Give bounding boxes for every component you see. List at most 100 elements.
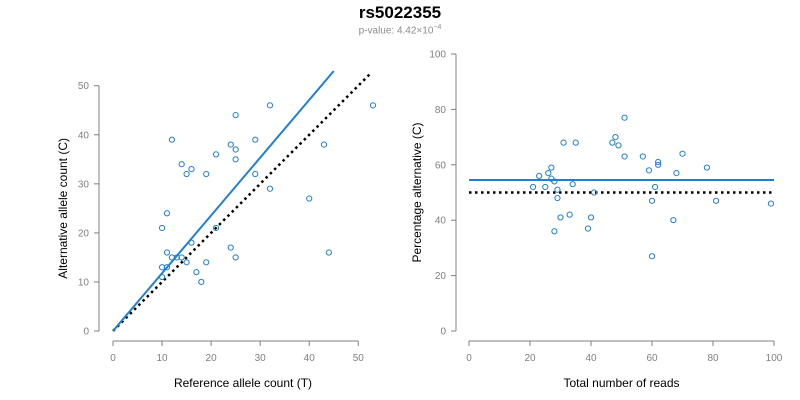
percentage-data-point <box>612 134 619 141</box>
allele-count-data-point <box>266 102 274 109</box>
allele-count-data-point <box>178 254 185 261</box>
percentage-data-point <box>542 183 549 191</box>
percentage-panel: 0 20 40 60 80 100 0 20 40 60 80 100 Total number of … <box>410 50 783 391</box>
percentage-x-tick-label: 40 <box>585 353 597 364</box>
percentage-y-tick-label: 20 <box>435 271 447 282</box>
allele-count-data-point <box>158 224 166 232</box>
percentage-data-point <box>590 189 598 196</box>
percentage-data-point <box>651 183 659 191</box>
percentage-y-tick-label: 100 <box>429 50 446 61</box>
allele-count-data-point <box>320 141 328 148</box>
allele-count-data-point <box>227 141 234 148</box>
allele-count-data-point <box>188 166 195 173</box>
percentage-data-point <box>584 225 592 232</box>
percentage-data-point <box>545 170 552 177</box>
allele-count-data-point <box>188 239 195 246</box>
percentage-data-point <box>621 153 628 160</box>
percentage-data-point <box>554 186 561 193</box>
allele-count-data-point <box>178 161 185 168</box>
allele-count-y-tick-label: 20 <box>78 228 90 239</box>
percentage-data-point <box>557 214 564 221</box>
allele-count-data-point <box>369 102 377 109</box>
percentage-y-tick-label: 40 <box>435 216 447 227</box>
allele-count-data-point <box>232 112 239 119</box>
allele-count-x-axis-label: Reference allele count (T) <box>174 376 312 390</box>
percentage-data-point <box>551 178 558 185</box>
allele-count-x-tick-label: 10 <box>156 353 168 364</box>
allele-count-data-point <box>325 249 332 256</box>
percentage-data-point <box>587 214 595 221</box>
percentage-data-point <box>679 150 686 157</box>
allele-count-data-point <box>203 259 210 266</box>
percentage-data-point <box>615 142 622 149</box>
allele-count-data-point <box>212 151 220 158</box>
allele-count-panel: 0 10 20 30 40 50 0 10 20 30 40 50 Reference allele c… <box>56 70 377 390</box>
percentage-data-point <box>609 139 616 146</box>
allele-count-x-tick-label: 50 <box>353 353 365 364</box>
percentage-x-tick-label: 60 <box>646 353 658 364</box>
percentage-data-point <box>639 153 646 160</box>
allele-count-data-point <box>212 224 220 232</box>
percentage-data-point <box>529 183 537 191</box>
percentage-x-tick-label: 0 <box>466 353 472 364</box>
percentage-data-point <box>560 139 567 146</box>
allele-count-x-tick-label: 40 <box>304 353 316 364</box>
percentage-data-point <box>572 139 579 146</box>
allele-count-data-point <box>163 264 171 271</box>
percentage-data-point <box>712 197 720 204</box>
allele-count-y-tick-label: 10 <box>78 277 90 288</box>
allele-count-data-point <box>306 195 313 202</box>
percentage-data-point <box>645 167 653 174</box>
allele-count-data-point <box>158 273 166 281</box>
allele-count-data-point <box>227 244 234 251</box>
allele-count-data-point <box>198 278 205 286</box>
chart-title: rs5022355 <box>358 3 442 22</box>
percentage-data-point <box>655 158 662 166</box>
chart-subtitle: p-value: 4.42×10−4 <box>0 24 800 36</box>
allele-count-data-point <box>183 259 190 266</box>
allele-count-x-tick-label: 20 <box>206 353 218 364</box>
percentage-data-point <box>767 200 775 207</box>
percentage-data-point <box>621 114 628 121</box>
p-value-text: p-value: 4.42×10 <box>358 25 434 37</box>
allele-count-y-tick-label: 40 <box>78 130 90 141</box>
allele-count-data-point <box>232 254 239 261</box>
allele-count-data-point <box>168 136 175 143</box>
percentage-y-tick-label: 60 <box>435 160 447 171</box>
percentage-data-point <box>673 170 680 177</box>
allele-count-x-tick-label: 30 <box>255 353 267 364</box>
allele-count-y-tick-label: 50 <box>78 81 90 92</box>
percentage-data-point <box>569 181 576 188</box>
allele-count-data-point <box>203 170 210 178</box>
percentage-data-point <box>566 211 573 218</box>
percentage-data-point <box>648 197 656 204</box>
percentage-y-tick-label: 80 <box>435 105 447 116</box>
percentage-data-point <box>648 253 656 260</box>
allele-count-y-tick-label: 30 <box>78 179 90 190</box>
percentage-x-tick-label: 20 <box>524 353 536 364</box>
percentage-data-point <box>551 228 558 235</box>
allele-count-fit-line <box>112 70 335 332</box>
percentage-data-point <box>655 161 662 168</box>
percentage-x-tick-label: 80 <box>707 353 719 364</box>
allele-count-x-tick-label: 0 <box>110 353 116 364</box>
percentage-data-point <box>703 164 711 171</box>
percentage-x-axis-label: Total number of reads <box>563 376 679 390</box>
allele-count-data-point <box>252 170 259 178</box>
allele-count-data-point <box>232 156 239 163</box>
percentage-data-point <box>670 217 677 224</box>
allele-count-data-point <box>266 185 274 192</box>
allele-count-data-point <box>163 249 171 256</box>
allele-count-reference-line <box>112 72 372 332</box>
percentage-x-tick-label: 100 <box>766 353 783 364</box>
allele-count-y-tick-label: 0 <box>83 327 89 338</box>
allele-count-data-point <box>252 136 259 143</box>
allele-count-y-axis-label: Alternative allele count (C) <box>56 138 70 279</box>
allele-count-data-point <box>183 170 190 178</box>
allele-count-data-point <box>163 210 171 217</box>
percentage-data-point <box>536 172 543 179</box>
allele-count-data-point <box>193 269 200 276</box>
percentage-y-axis-label: Percentage alternative (C) <box>410 122 424 262</box>
percentage-data-point <box>548 164 555 171</box>
